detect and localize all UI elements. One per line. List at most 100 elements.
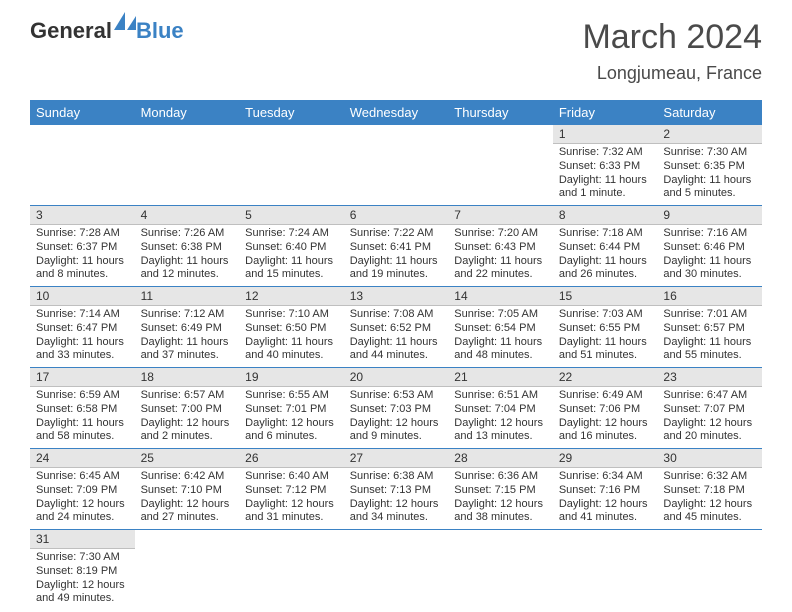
day-number: 23	[657, 368, 762, 387]
daylight1-text: Daylight: 11 hours	[663, 336, 756, 350]
calendar: Sunday Monday Tuesday Wednesday Thursday…	[30, 100, 762, 610]
sunset-text: Sunset: 6:50 PM	[245, 322, 338, 336]
sunset-text: Sunset: 7:07 PM	[663, 403, 756, 417]
sunset-text: Sunset: 7:03 PM	[350, 403, 443, 417]
day-cell: 30Sunrise: 6:32 AMSunset: 7:18 PMDayligh…	[657, 449, 762, 529]
day-details: Sunrise: 7:28 AMSunset: 6:37 PMDaylight:…	[30, 225, 135, 282]
header: General Blue March 2024 Longjumeau, Fran…	[0, 0, 792, 92]
empty-cell	[344, 530, 449, 610]
day-details: Sunrise: 7:10 AMSunset: 6:50 PMDaylight:…	[239, 306, 344, 363]
location-label: Longjumeau, France	[582, 63, 762, 84]
day-details: Sunrise: 7:20 AMSunset: 6:43 PMDaylight:…	[448, 225, 553, 282]
sunrise-text: Sunrise: 7:26 AM	[141, 227, 234, 241]
sunset-text: Sunset: 6:52 PM	[350, 322, 443, 336]
day-number: 11	[135, 287, 240, 306]
daylight1-text: Daylight: 12 hours	[663, 498, 756, 512]
day-header-row: Sunday Monday Tuesday Wednesday Thursday…	[30, 100, 762, 125]
sunset-text: Sunset: 7:18 PM	[663, 484, 756, 498]
sunset-text: Sunset: 6:38 PM	[141, 241, 234, 255]
daylight2-text: and 16 minutes.	[559, 430, 652, 444]
daylight2-text: and 49 minutes.	[36, 592, 129, 606]
day-details: Sunrise: 7:18 AMSunset: 6:44 PMDaylight:…	[553, 225, 658, 282]
sunrise-text: Sunrise: 7:03 AM	[559, 308, 652, 322]
day-details: Sunrise: 7:01 AMSunset: 6:57 PMDaylight:…	[657, 306, 762, 363]
sunrise-text: Sunrise: 6:40 AM	[245, 470, 338, 484]
day-number: 8	[553, 206, 658, 225]
week-row: 24Sunrise: 6:45 AMSunset: 7:09 PMDayligh…	[30, 449, 762, 530]
day-details: Sunrise: 6:57 AMSunset: 7:00 PMDaylight:…	[135, 387, 240, 444]
daylight2-text: and 51 minutes.	[559, 349, 652, 363]
sunrise-text: Sunrise: 7:30 AM	[663, 146, 756, 160]
day-cell: 29Sunrise: 6:34 AMSunset: 7:16 PMDayligh…	[553, 449, 658, 529]
day-number: 6	[344, 206, 449, 225]
week-row: 1Sunrise: 7:32 AMSunset: 6:33 PMDaylight…	[30, 125, 762, 206]
daylight2-text: and 15 minutes.	[245, 268, 338, 282]
day-number: 27	[344, 449, 449, 468]
sunrise-text: Sunrise: 6:57 AM	[141, 389, 234, 403]
day-details: Sunrise: 7:30 AMSunset: 6:35 PMDaylight:…	[657, 144, 762, 201]
day-header: Friday	[553, 100, 658, 125]
day-details: Sunrise: 7:26 AMSunset: 6:38 PMDaylight:…	[135, 225, 240, 282]
day-details: Sunrise: 6:34 AMSunset: 7:16 PMDaylight:…	[553, 468, 658, 525]
day-details: Sunrise: 6:47 AMSunset: 7:07 PMDaylight:…	[657, 387, 762, 444]
day-details: Sunrise: 7:12 AMSunset: 6:49 PMDaylight:…	[135, 306, 240, 363]
day-number: 31	[30, 530, 135, 549]
week-row: 31Sunrise: 7:30 AMSunset: 8:19 PMDayligh…	[30, 530, 762, 610]
day-details: Sunrise: 6:53 AMSunset: 7:03 PMDaylight:…	[344, 387, 449, 444]
daylight1-text: Daylight: 11 hours	[350, 336, 443, 350]
day-number: 24	[30, 449, 135, 468]
daylight1-text: Daylight: 11 hours	[36, 417, 129, 431]
sunrise-text: Sunrise: 7:22 AM	[350, 227, 443, 241]
sunset-text: Sunset: 7:16 PM	[559, 484, 652, 498]
daylight2-text: and 41 minutes.	[559, 511, 652, 525]
sunset-text: Sunset: 7:04 PM	[454, 403, 547, 417]
empty-cell	[448, 530, 553, 610]
day-cell: 14Sunrise: 7:05 AMSunset: 6:54 PMDayligh…	[448, 287, 553, 367]
day-details: Sunrise: 7:32 AMSunset: 6:33 PMDaylight:…	[553, 144, 658, 201]
sunrise-text: Sunrise: 7:28 AM	[36, 227, 129, 241]
day-header: Wednesday	[344, 100, 449, 125]
sunrise-text: Sunrise: 7:24 AM	[245, 227, 338, 241]
daylight1-text: Daylight: 12 hours	[36, 579, 129, 593]
day-cell: 31Sunrise: 7:30 AMSunset: 8:19 PMDayligh…	[30, 530, 135, 610]
day-cell: 25Sunrise: 6:42 AMSunset: 7:10 PMDayligh…	[135, 449, 240, 529]
daylight2-text: and 13 minutes.	[454, 430, 547, 444]
sunrise-text: Sunrise: 6:53 AM	[350, 389, 443, 403]
daylight1-text: Daylight: 12 hours	[245, 498, 338, 512]
day-header: Thursday	[448, 100, 553, 125]
day-details: Sunrise: 6:40 AMSunset: 7:12 PMDaylight:…	[239, 468, 344, 525]
sunrise-text: Sunrise: 6:36 AM	[454, 470, 547, 484]
day-number: 17	[30, 368, 135, 387]
daylight1-text: Daylight: 11 hours	[559, 174, 652, 188]
day-number: 10	[30, 287, 135, 306]
daylight1-text: Daylight: 12 hours	[36, 498, 129, 512]
day-cell: 22Sunrise: 6:49 AMSunset: 7:06 PMDayligh…	[553, 368, 658, 448]
day-cell: 10Sunrise: 7:14 AMSunset: 6:47 PMDayligh…	[30, 287, 135, 367]
daylight1-text: Daylight: 11 hours	[559, 255, 652, 269]
day-details: Sunrise: 6:42 AMSunset: 7:10 PMDaylight:…	[135, 468, 240, 525]
daylight2-text: and 45 minutes.	[663, 511, 756, 525]
daylight2-text: and 38 minutes.	[454, 511, 547, 525]
sunset-text: Sunset: 6:37 PM	[36, 241, 129, 255]
daylight1-text: Daylight: 11 hours	[245, 336, 338, 350]
daylight2-text: and 20 minutes.	[663, 430, 756, 444]
daylight2-text: and 37 minutes.	[141, 349, 234, 363]
daylight2-text: and 30 minutes.	[663, 268, 756, 282]
sunset-text: Sunset: 7:06 PM	[559, 403, 652, 417]
day-cell: 19Sunrise: 6:55 AMSunset: 7:01 PMDayligh…	[239, 368, 344, 448]
sunset-text: Sunset: 7:12 PM	[245, 484, 338, 498]
title-block: March 2024 Longjumeau, France	[582, 18, 762, 84]
daylight1-text: Daylight: 12 hours	[454, 417, 547, 431]
day-details: Sunrise: 7:30 AMSunset: 8:19 PMDaylight:…	[30, 549, 135, 606]
daylight2-text: and 1 minute.	[559, 187, 652, 201]
day-cell: 13Sunrise: 7:08 AMSunset: 6:52 PMDayligh…	[344, 287, 449, 367]
empty-cell	[553, 530, 658, 610]
logo-sail-icon	[114, 12, 136, 35]
day-number: 16	[657, 287, 762, 306]
daylight2-text: and 22 minutes.	[454, 268, 547, 282]
day-cell: 28Sunrise: 6:36 AMSunset: 7:15 PMDayligh…	[448, 449, 553, 529]
day-cell: 9Sunrise: 7:16 AMSunset: 6:46 PMDaylight…	[657, 206, 762, 286]
sunrise-text: Sunrise: 6:45 AM	[36, 470, 129, 484]
day-details: Sunrise: 6:51 AMSunset: 7:04 PMDaylight:…	[448, 387, 553, 444]
day-number: 13	[344, 287, 449, 306]
